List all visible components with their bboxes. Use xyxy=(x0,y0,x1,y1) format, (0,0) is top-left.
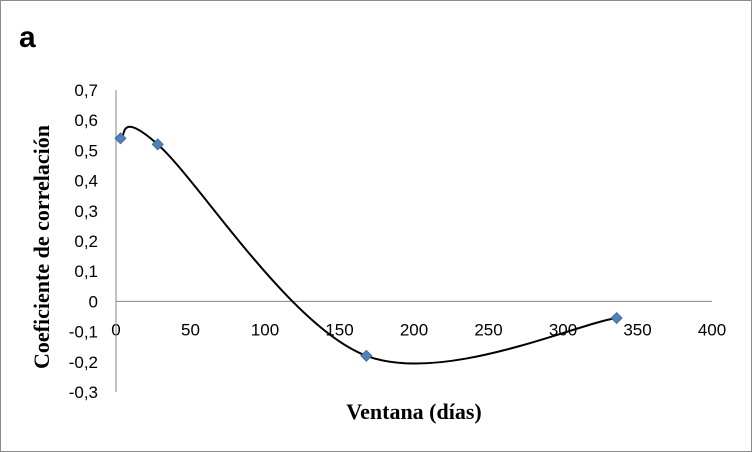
y-tick-label: 0,6 xyxy=(74,111,98,130)
y-tick-label: 0,2 xyxy=(74,232,98,251)
y-tick-labels: 0,7 0,6 0,5 0,4 0,3 0,2 0,1 0 -0,1 -0,2 -0,3 xyxy=(69,81,98,402)
data-point-marker xyxy=(151,138,164,151)
y-tick-label: 0,1 xyxy=(74,262,98,281)
x-axis-title: Ventana (días) xyxy=(346,399,482,424)
x-tick-label: 150 xyxy=(325,320,353,339)
x-tick-label: 100 xyxy=(251,320,279,339)
y-tick-label: -0,2 xyxy=(69,353,98,372)
y-tick-label: 0,4 xyxy=(74,172,98,191)
y-tick-label: 0 xyxy=(89,292,98,311)
data-point-marker xyxy=(360,349,373,362)
data-points xyxy=(114,132,623,362)
x-tick-label: 250 xyxy=(474,320,502,339)
y-tick-label: -0,3 xyxy=(69,383,98,402)
y-tick-label: -0,1 xyxy=(69,323,98,342)
x-tick-label: 350 xyxy=(623,320,651,339)
x-tick-label: 50 xyxy=(181,320,200,339)
series-line xyxy=(120,125,617,365)
x-tick-label: 200 xyxy=(400,320,428,339)
x-tick-labels: 0 50 100 150 200 250 300 350 400 xyxy=(111,320,726,339)
x-tick-label: 400 xyxy=(698,320,726,339)
data-point-marker xyxy=(114,132,127,145)
data-point-marker xyxy=(610,311,623,325)
y-tick-label: 0,5 xyxy=(74,141,98,160)
y-tick-label: 0,3 xyxy=(74,202,98,221)
y-tick-label: 0,7 xyxy=(74,81,98,100)
panel-label: a xyxy=(19,21,36,54)
y-axis-title: Coeficiente de correlación xyxy=(29,125,54,369)
